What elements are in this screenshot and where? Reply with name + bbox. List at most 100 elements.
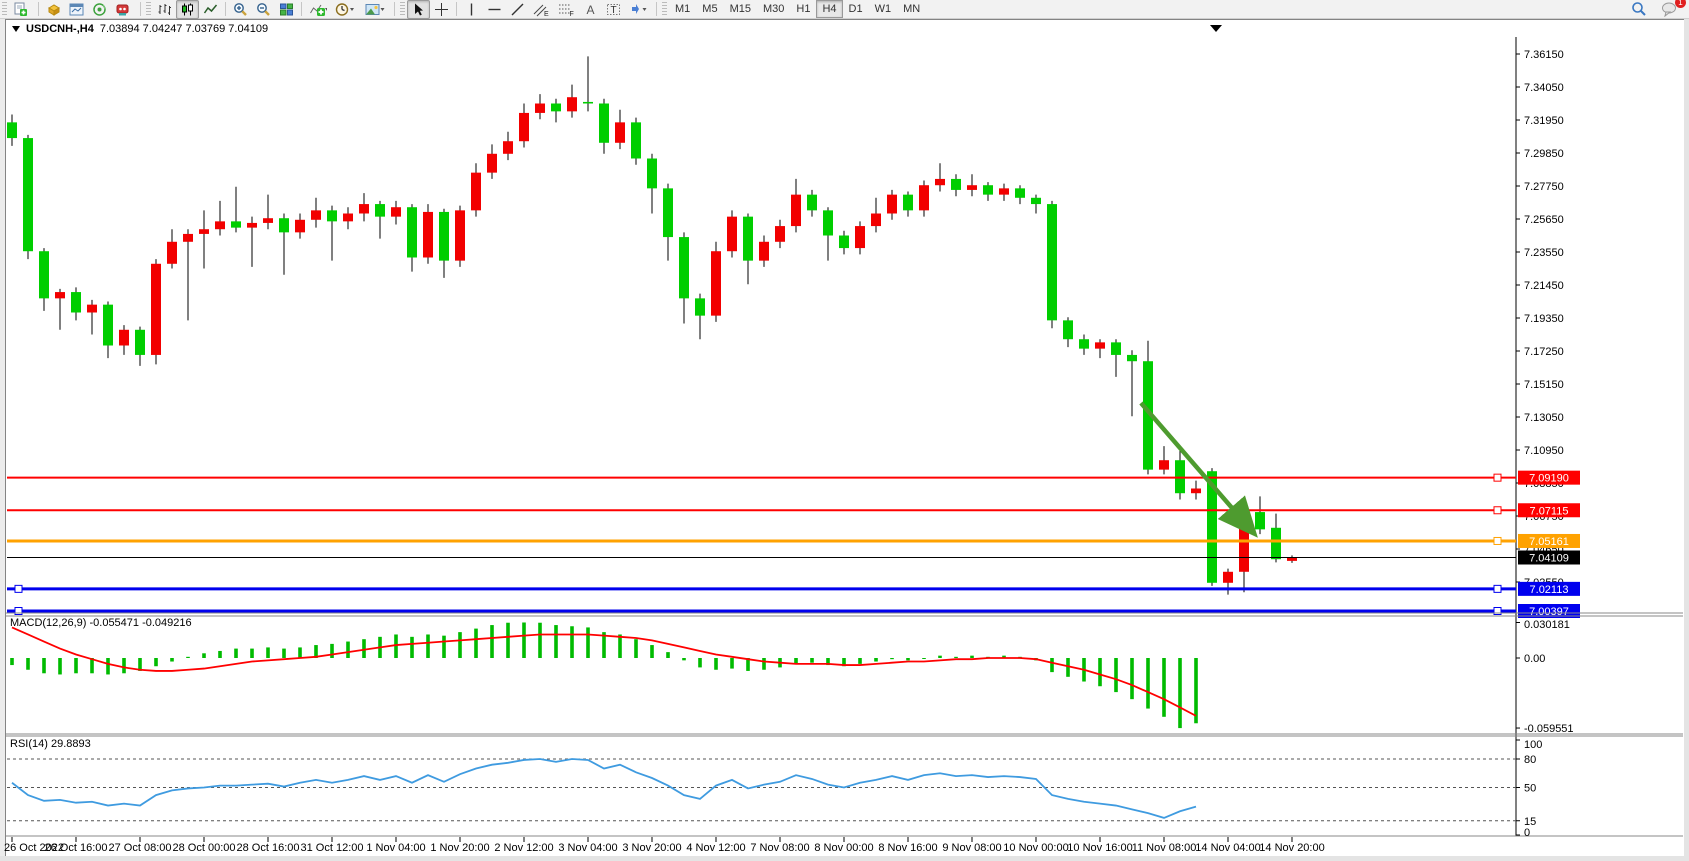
macd-histogram-bar [762, 658, 766, 670]
timeframe-button-M15[interactable]: M15 [729, 3, 751, 15]
macd-histogram-bar [474, 628, 478, 658]
candle-body-down [663, 188, 673, 238]
rsi-layer [11, 758, 1197, 819]
text-tool-button[interactable]: A [579, 0, 602, 19]
time-axis-label: 28 Oct 00:00 [173, 842, 236, 854]
chart-window-icon [69, 3, 84, 15]
macd-histogram-bar [698, 658, 702, 668]
arrows-tool-button[interactable] [625, 0, 653, 19]
macd-histogram-bar [298, 647, 302, 658]
line-chart-mode-button[interactable] [199, 0, 222, 19]
toolbar-grip[interactable] [146, 2, 151, 16]
macd-histogram-bar [1050, 658, 1054, 673]
chevron-down-icon[interactable] [12, 26, 20, 32]
cursor-icon [415, 3, 423, 15]
macd-histogram-bar [906, 658, 910, 661]
add-indicator-button[interactable] [305, 0, 331, 19]
timeframe-button-D1[interactable]: D1 [848, 3, 863, 15]
templates-button[interactable] [361, 0, 391, 19]
chart-shift-marker[interactable] [1210, 25, 1222, 32]
vertical-line-tool-button[interactable] [460, 0, 483, 19]
crosshair-tool-button[interactable] [430, 0, 453, 19]
horizontal-line-tool-button[interactable] [483, 0, 506, 19]
toolbar-grip[interactable] [2, 2, 7, 16]
timeframe-button-H1[interactable]: H1 [796, 3, 811, 15]
toolbar-separator [656, 2, 657, 16]
arrow-shapes-icon [632, 3, 647, 14]
rsi-label: RSI(14) 29.8893 [10, 738, 91, 750]
macd-histogram-bar [170, 658, 174, 662]
line-handle[interactable] [1493, 506, 1502, 515]
macd-histogram-bar [618, 634, 622, 658]
line-handle[interactable] [1493, 473, 1502, 482]
timeframes-dropdown-button[interactable] [331, 0, 361, 19]
price-axis-tick-label: 7.15150 [1524, 379, 1564, 391]
zoom-in-button[interactable] [229, 0, 252, 19]
macd-histogram-bar [234, 648, 238, 658]
autotrading-button[interactable] [111, 0, 137, 19]
new-order-button[interactable] [9, 0, 35, 19]
toolbar-grip[interactable] [662, 2, 667, 16]
macd-histogram-bar [634, 639, 638, 658]
notifications-button[interactable]: 1 [1657, 0, 1686, 19]
macd-label: MACD(12,26,9) -0.055471 -0.049216 [10, 617, 192, 629]
new-chart-button[interactable] [65, 0, 88, 19]
bar-chart-mode-button[interactable] [153, 0, 176, 19]
label-tool-button[interactable]: T [602, 0, 625, 19]
line-handle[interactable] [14, 584, 23, 593]
candle-chart-mode-button[interactable] [176, 0, 199, 19]
candle-body-up [423, 211, 433, 258]
timeframe-button-M30[interactable]: M30 [762, 3, 785, 15]
candle-body-up [55, 292, 65, 299]
price-axis-tick-label: 7.23550 [1524, 247, 1564, 259]
macd-histogram-bar [650, 645, 654, 658]
line-handle[interactable] [1493, 584, 1502, 593]
macd-histogram-bar [570, 626, 574, 658]
candle-body-down [1079, 339, 1089, 349]
rsi-axis-label: 100 [1524, 739, 1542, 751]
cursor-tool-button[interactable] [407, 0, 430, 19]
macd-histogram-bar [346, 641, 350, 658]
macd-histogram-bar [1178, 658, 1182, 729]
macd-histogram-bar [954, 656, 958, 658]
chart-symbol-title: USDCNH-,H4 [26, 23, 94, 35]
signal-button[interactable] [88, 0, 111, 19]
candle-body-up [183, 233, 193, 242]
toolbar-grip[interactable] [400, 2, 405, 16]
timeframe-button-MN[interactable]: MN [903, 3, 921, 15]
candle-body-down [23, 138, 33, 252]
line-handle[interactable] [1493, 536, 1502, 545]
candle-body-up [775, 226, 785, 242]
price-tag [1518, 604, 1580, 618]
candle-body-up [151, 263, 161, 355]
candle-body-up [535, 103, 545, 113]
timeframe-button-M1[interactable]: M1 [675, 3, 691, 15]
macd-histogram-bar [1066, 658, 1070, 677]
zoom-out-icon [257, 2, 270, 16]
line-handle[interactable] [14, 607, 23, 615]
price-axis-tick-label: 7.36150 [1524, 49, 1564, 61]
time-axis-label: 28 Oct 16:00 [237, 842, 300, 854]
macd-histogram-bar [666, 652, 670, 658]
trend-arrow[interactable] [1139, 401, 1258, 538]
timeframe-button-H4[interactable]: H4 [816, 0, 843, 18]
timeframe-button-W1[interactable]: W1 [874, 3, 892, 15]
market-watch-button[interactable] [42, 0, 65, 19]
timeframe-button-M5[interactable]: M5 [702, 3, 718, 15]
macd-histogram-bar [490, 625, 494, 658]
equidistant-channel-icon: E [533, 4, 549, 17]
fibonacci-tool-button[interactable]: F [554, 0, 579, 19]
zoom-out-button[interactable] [252, 0, 275, 19]
tile-windows-button[interactable] [275, 0, 298, 19]
time-axis-label: 3 Nov 04:00 [558, 842, 617, 854]
trendline-icon [511, 3, 524, 15]
search-button[interactable] [1627, 0, 1651, 19]
line-handle[interactable] [1493, 607, 1502, 615]
trendline-tool-button[interactable] [506, 0, 529, 19]
candle-body-up [1095, 342, 1105, 349]
chat-balloon-icon [1662, 2, 1676, 17]
macd-histogram-bar [922, 658, 926, 659]
channel-tool-button[interactable]: E [529, 0, 554, 19]
time-axis-label: 1 Nov 04:00 [366, 842, 425, 854]
time-axis-label: 1 Nov 20:00 [430, 842, 489, 854]
